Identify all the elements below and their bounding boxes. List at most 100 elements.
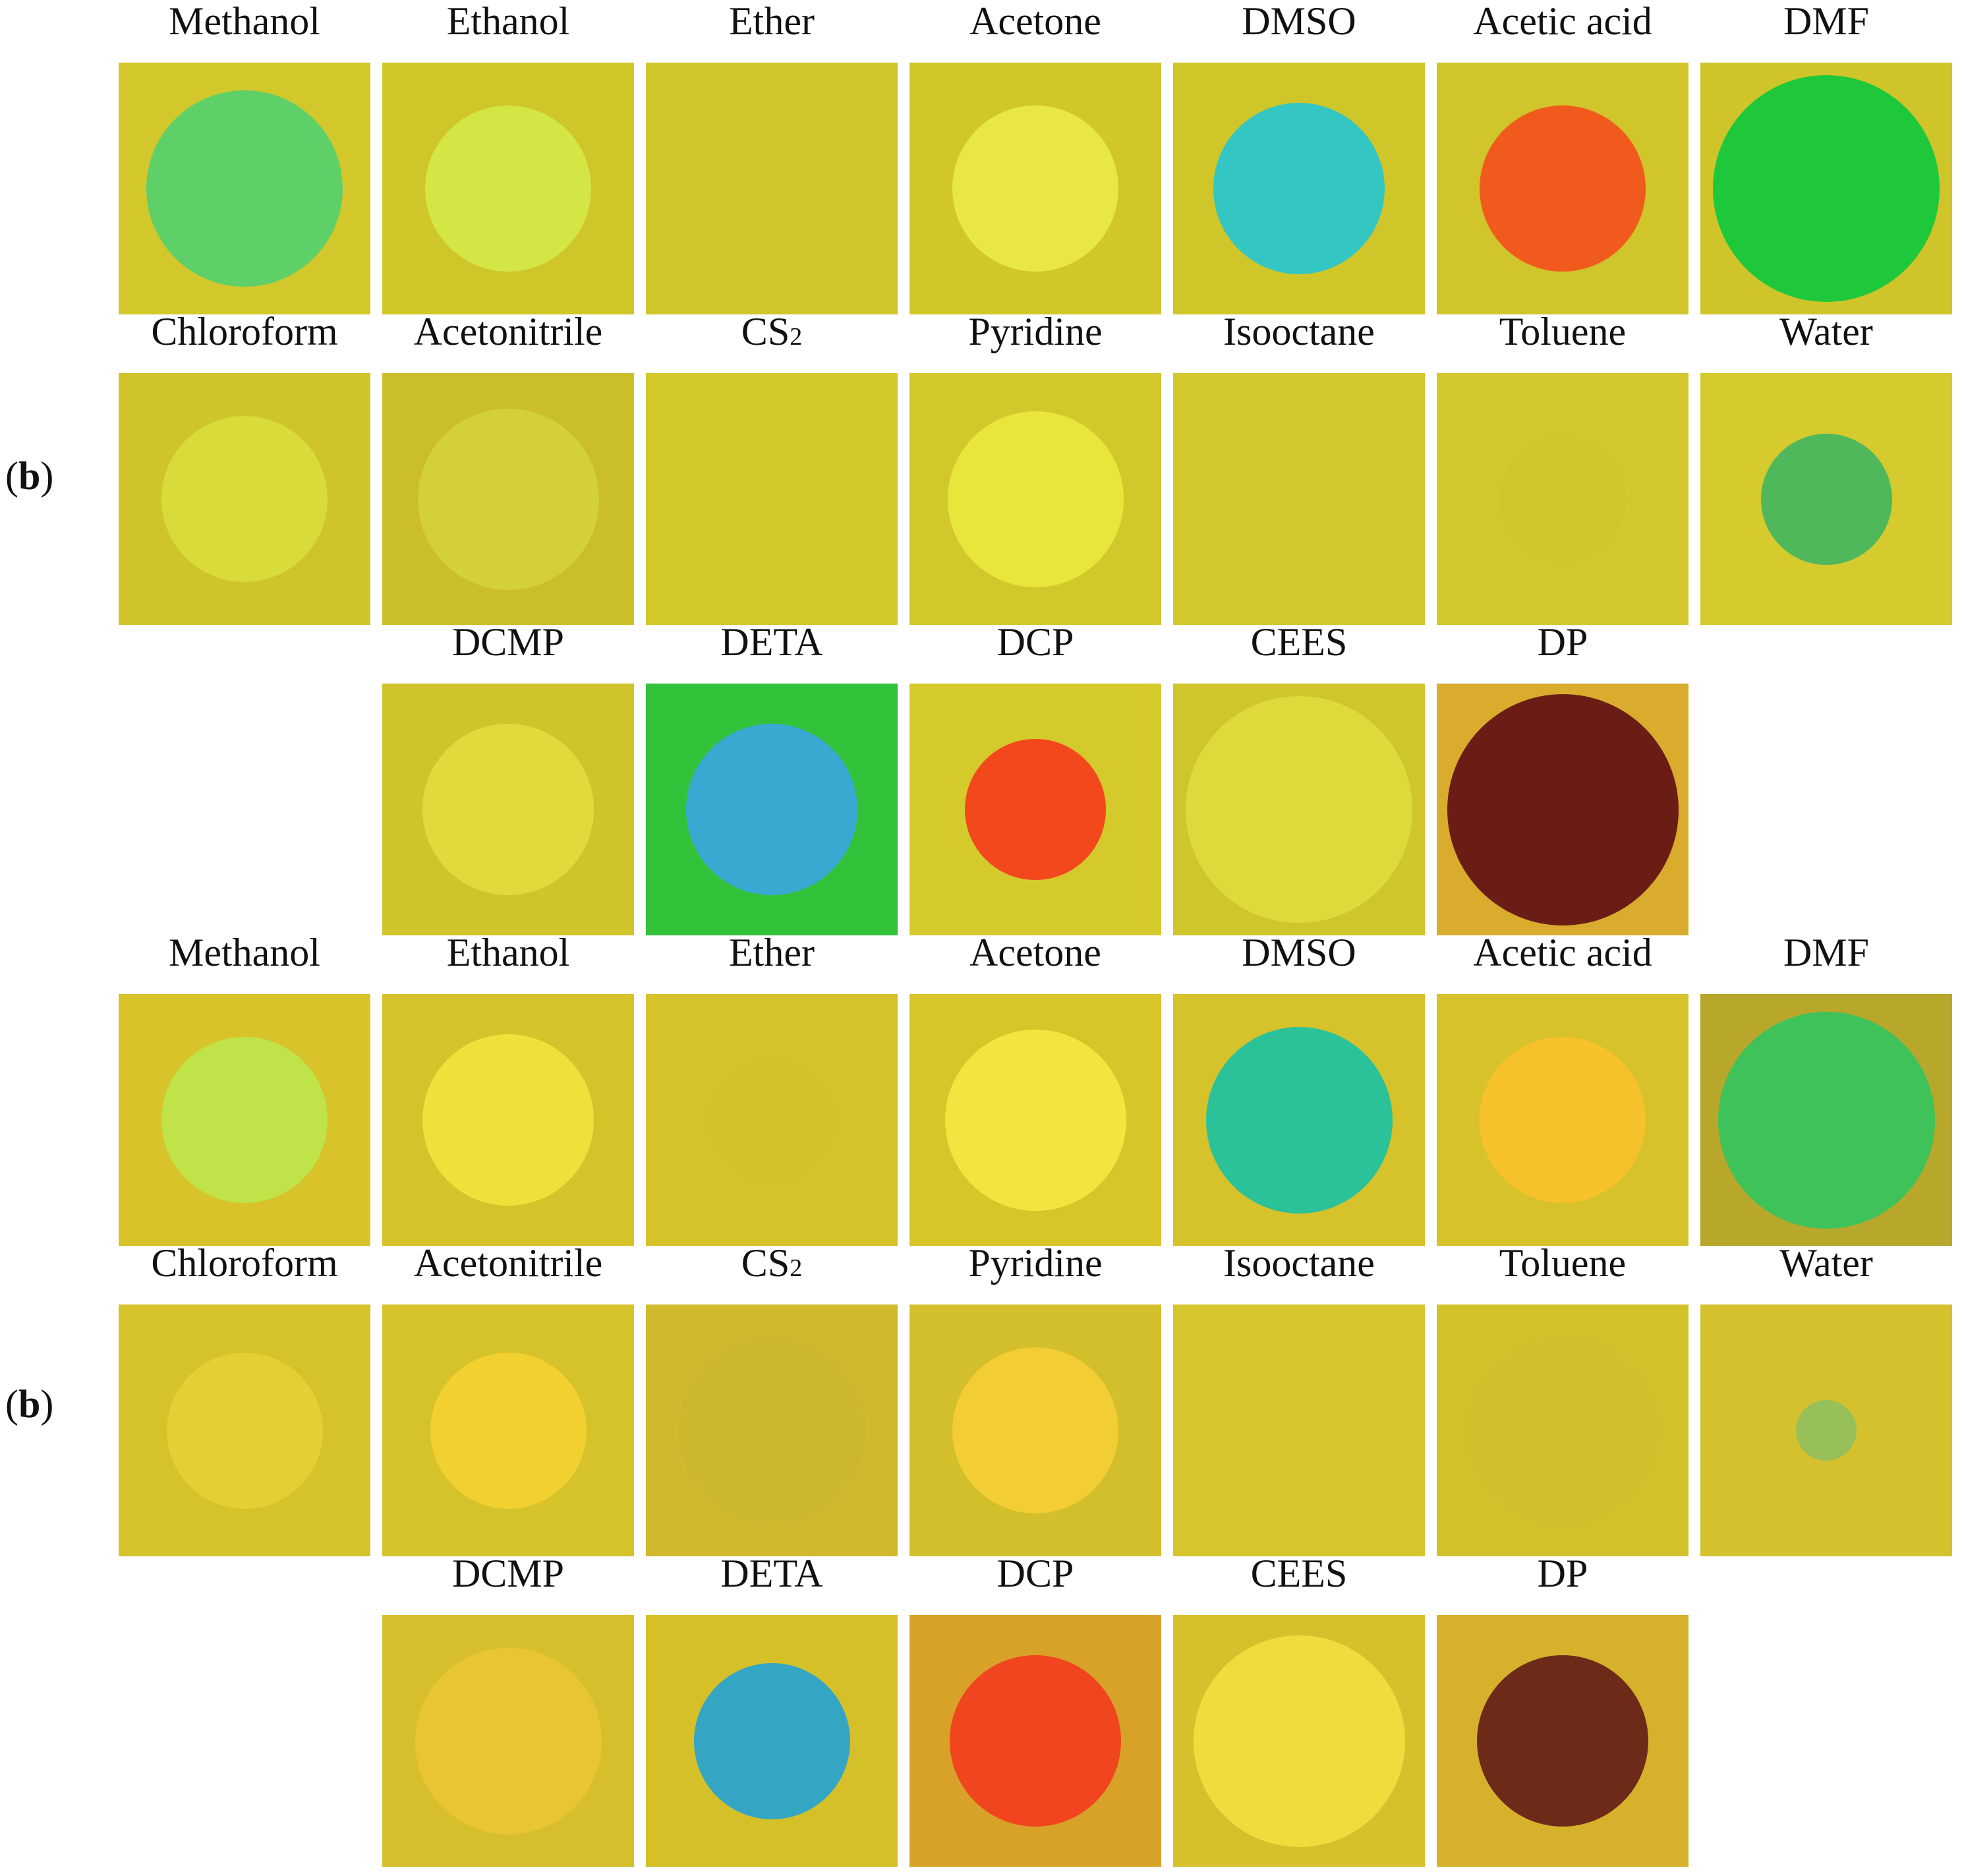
sample-label: DP xyxy=(1424,621,1701,663)
sample-tile xyxy=(1173,1304,1425,1556)
sample-label: Toluene xyxy=(1424,310,1701,353)
color-spot xyxy=(948,411,1124,587)
color-spot xyxy=(1467,1335,1658,1526)
color-spot xyxy=(703,119,841,258)
sample-tile xyxy=(382,684,634,935)
color-spot xyxy=(950,1655,1121,1827)
sample-tile xyxy=(382,1304,634,1556)
sample-label: Chloroform xyxy=(106,310,383,353)
sample-tile xyxy=(382,1615,634,1867)
sample-label: Methanol xyxy=(106,931,383,974)
sample-name: DETA xyxy=(720,1552,823,1595)
sample-label: Acetonitrile xyxy=(370,1242,647,1284)
sample-tile xyxy=(909,63,1161,314)
sample-tile xyxy=(909,373,1161,625)
sample-name: Toluene xyxy=(1499,310,1627,353)
sample-tile xyxy=(1173,63,1425,314)
sample-name: DMSO xyxy=(1242,931,1356,974)
sample-label: Acetone xyxy=(897,931,1174,974)
sample-tile xyxy=(1437,1615,1688,1867)
sample-name: Ethanol xyxy=(446,0,570,43)
sample-label: DCP xyxy=(897,621,1174,663)
color-spot xyxy=(422,1034,594,1206)
sample-name: Methanol xyxy=(169,0,320,43)
sample-label: Ether xyxy=(633,931,910,974)
color-spot xyxy=(1477,1655,1648,1827)
sample-tile xyxy=(1437,684,1688,935)
sample-tile xyxy=(1173,373,1425,625)
panel-label: (b) xyxy=(5,455,53,497)
sample-tile xyxy=(1437,63,1688,314)
sample-tile xyxy=(119,63,370,314)
color-spot xyxy=(1186,696,1412,923)
panel-letter: b xyxy=(18,454,41,498)
color-spot xyxy=(1236,436,1362,562)
color-spot xyxy=(422,724,594,895)
sample-name: Acetone xyxy=(969,0,1101,43)
color-spot xyxy=(1206,1027,1393,1214)
sample-label: Acetonitrile xyxy=(370,310,647,353)
color-spot xyxy=(679,1337,865,1524)
color-spot xyxy=(1713,75,1940,302)
color-spot xyxy=(1480,105,1646,272)
sample-label: Methanol xyxy=(106,0,383,42)
sample-label: Acetone xyxy=(897,0,1174,42)
sample-tile xyxy=(646,1304,898,1556)
sample-label: Ethanol xyxy=(370,0,647,42)
sample-name: Ether xyxy=(729,0,815,43)
color-spot xyxy=(709,436,835,562)
sample-label: Pyridine xyxy=(897,1242,1174,1284)
sample-name: Chloroform xyxy=(151,310,338,353)
sample-label: Ethanol xyxy=(370,931,647,974)
color-spot xyxy=(1213,103,1385,274)
color-spot xyxy=(1718,1012,1935,1229)
paren: ( xyxy=(5,1382,18,1426)
sample-tile xyxy=(1173,684,1425,935)
sample-label: Ether xyxy=(633,0,910,42)
sample-name: Water xyxy=(1779,310,1873,353)
sample-name: Acetic acid xyxy=(1473,0,1652,43)
sample-name: DMF xyxy=(1783,0,1870,43)
sample-label: Isooctane xyxy=(1161,1242,1437,1284)
sample-name: CEES xyxy=(1250,1552,1348,1595)
sample-name: Water xyxy=(1779,1241,1873,1285)
sample-name: DCP xyxy=(996,620,1074,664)
sample-label: Acetic acid xyxy=(1424,931,1701,974)
color-spot xyxy=(1761,434,1892,565)
color-spot xyxy=(146,90,343,287)
sample-tile xyxy=(382,994,634,1246)
color-spot xyxy=(161,1037,328,1203)
sample-tile xyxy=(646,63,898,314)
sample-tile xyxy=(1700,994,1952,1246)
sample-name: DP xyxy=(1537,620,1588,664)
sample-tile xyxy=(1437,1304,1688,1556)
color-spot xyxy=(430,1353,587,1509)
color-spot xyxy=(1236,1368,1362,1494)
sample-tile xyxy=(119,1304,370,1556)
panel-label: (b) xyxy=(5,1383,53,1425)
color-spot xyxy=(965,739,1106,880)
sample-tile xyxy=(1700,63,1952,314)
sample-label: CEES xyxy=(1161,621,1437,663)
sample-label: Chloroform xyxy=(106,1242,383,1284)
sample-tile xyxy=(1437,994,1688,1246)
sample-name: DMSO xyxy=(1242,0,1356,43)
sample-name: CS xyxy=(741,1241,790,1285)
color-spot xyxy=(1194,1635,1405,1847)
color-spot xyxy=(1500,436,1626,562)
sample-tile xyxy=(119,994,370,1246)
sample-tile xyxy=(1437,373,1688,625)
color-spot xyxy=(1447,694,1679,925)
sample-name: Acetonitrile xyxy=(413,1241,603,1285)
sample-label: DMF xyxy=(1688,0,1962,42)
sample-name: Methanol xyxy=(169,931,320,974)
sample-label: CEES xyxy=(1161,1552,1437,1595)
color-spot xyxy=(952,105,1118,272)
sample-tile xyxy=(382,63,634,314)
sample-tile xyxy=(909,684,1161,935)
sample-name: Isooctane xyxy=(1223,310,1375,353)
sample-name: Ethanol xyxy=(446,931,570,974)
sample-label: DCMP xyxy=(370,1552,647,1595)
sample-name: CS xyxy=(741,310,790,353)
color-spot xyxy=(686,724,857,895)
